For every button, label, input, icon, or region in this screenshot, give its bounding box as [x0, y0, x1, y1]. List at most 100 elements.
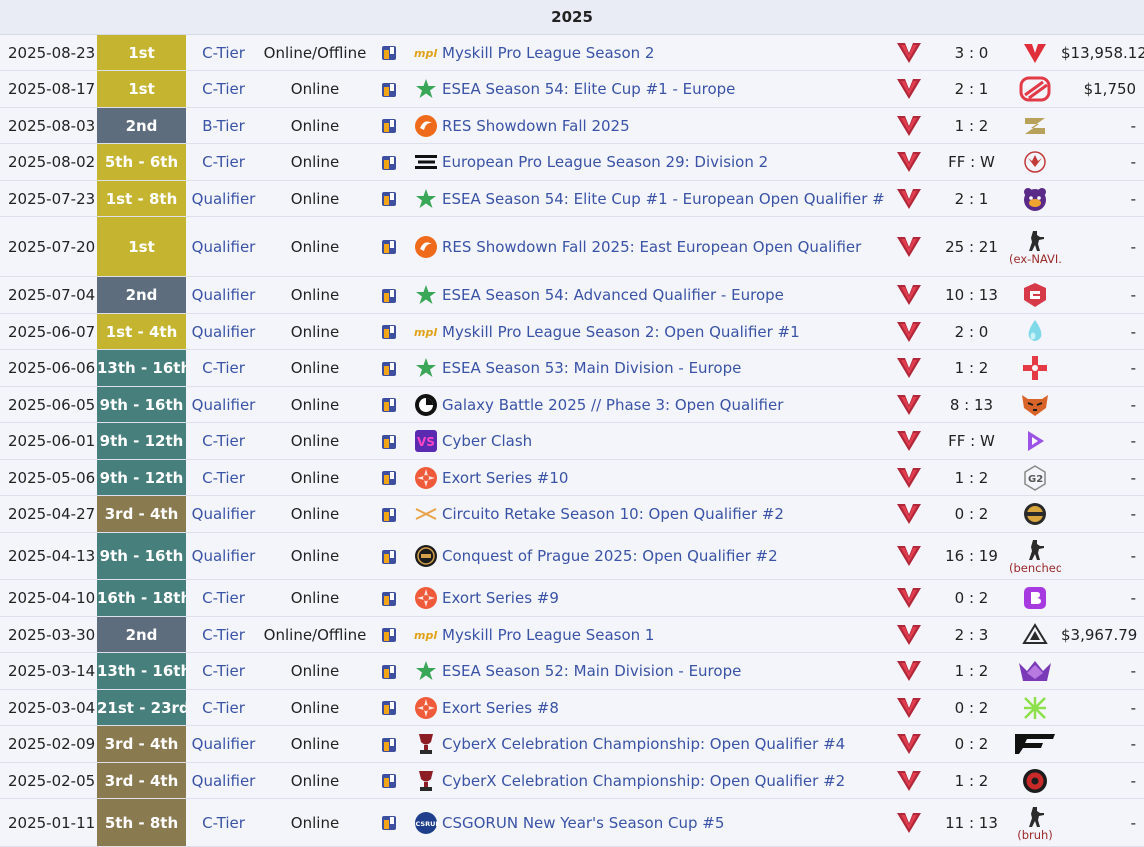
tier-link[interactable]: Qualifier	[191, 237, 256, 256]
tier-link[interactable]: C-Tier	[202, 43, 245, 62]
tournament-link[interactable]: RES Showdown Fall 2025: East European Op…	[442, 237, 862, 256]
crown-logo-icon[interactable]	[1009, 659, 1061, 683]
tier-link[interactable]: Qualifier	[191, 286, 256, 304]
team-v-logo-icon[interactable]	[884, 544, 934, 568]
tier-link[interactable]: Qualifier	[191, 735, 256, 753]
team-v-logo-icon[interactable]	[884, 769, 934, 793]
cyberx-tournament-icon[interactable]	[409, 769, 442, 793]
vs-tournament-icon[interactable]: VS	[409, 429, 442, 453]
tournament-link[interactable]: RES Showdown Fall 2025	[442, 116, 630, 135]
tournament-link[interactable]: CyberX Celebration Championship: Open Qu…	[442, 771, 846, 790]
csgorun-tournament-icon[interactable]: CSRUN	[409, 811, 442, 835]
counter-strike-game-icon[interactable]	[381, 191, 397, 207]
tournament-link[interactable]: Myskill Pro League Season 2: Open Qualif…	[442, 322, 800, 341]
esea-tournament-icon[interactable]	[409, 660, 442, 682]
b-logo-icon[interactable]	[1009, 586, 1061, 610]
team-v-logo-icon[interactable]	[884, 235, 934, 259]
g2-logo-icon[interactable]: G2	[1009, 464, 1061, 491]
badge-logo-icon[interactable]	[1009, 501, 1061, 527]
tournament-link[interactable]: Circuito Retake Season 10: Open Qualifie…	[442, 505, 784, 523]
counter-strike-game-icon[interactable]	[381, 627, 397, 643]
counter-strike-game-icon[interactable]	[381, 773, 397, 789]
tier-link[interactable]: C-Tier	[202, 662, 245, 680]
tournament-link[interactable]: European Pro League Season 29: Division …	[442, 153, 769, 171]
shield-red-logo-icon[interactable]	[1009, 282, 1061, 308]
tier-link[interactable]: B-Tier	[202, 116, 245, 135]
tiger-logo-icon[interactable]	[1009, 392, 1061, 418]
team-v-logo-icon[interactable]	[884, 732, 934, 756]
prague-tournament-icon[interactable]	[409, 544, 442, 568]
soldier-logo-icon[interactable]	[1009, 805, 1061, 829]
team-v-logo-icon[interactable]	[884, 623, 934, 647]
counter-strike-game-icon[interactable]	[381, 45, 397, 61]
soldier-logo-icon[interactable]	[1009, 538, 1061, 562]
tier-link[interactable]: C-Tier	[202, 153, 245, 171]
counter-strike-game-icon[interactable]	[381, 737, 397, 753]
tournament-link[interactable]: CyberX Celebration Championship: Open Qu…	[442, 735, 846, 753]
tournament-link[interactable]: Exort Series #9	[442, 589, 559, 607]
tier-link[interactable]: Qualifier	[191, 189, 256, 208]
team-v-logo-icon[interactable]	[884, 77, 934, 101]
faze-logo-icon[interactable]	[1009, 732, 1061, 756]
tournament-link[interactable]: ESEA Season 54: Elite Cup #1 - Europe	[442, 80, 736, 98]
cyberx-tournament-icon[interactable]	[409, 732, 442, 756]
esea-tournament-icon[interactable]	[409, 284, 442, 306]
counter-strike-game-icon[interactable]	[381, 361, 397, 377]
tournament-link[interactable]: Conquest of Prague 2025: Open Qualifier …	[442, 547, 778, 565]
circle-red-logo-icon[interactable]	[1009, 768, 1061, 794]
counter-strike-game-icon[interactable]	[381, 700, 397, 716]
mpl-tournament-icon[interactable]: mpl	[409, 324, 442, 340]
team-v-logo-icon[interactable]	[884, 114, 934, 138]
fox-logo-icon[interactable]	[1009, 149, 1061, 175]
tier-link[interactable]: C-Tier	[202, 359, 245, 377]
counter-strike-game-icon[interactable]	[381, 118, 397, 134]
tier-link[interactable]: C-Tier	[202, 589, 245, 607]
tournament-link[interactable]: Myskill Pro League Season 1	[442, 625, 655, 644]
play-logo-icon[interactable]	[1009, 429, 1061, 453]
tournament-link[interactable]: Galaxy Battle 2025 // Phase 3: Open Qual…	[442, 395, 784, 414]
res-tournament-icon[interactable]	[409, 114, 442, 138]
counter-strike-game-icon[interactable]	[381, 507, 397, 523]
tournament-link[interactable]: Cyber Clash	[442, 432, 533, 450]
tier-link[interactable]: C-Tier	[202, 432, 245, 450]
epl-tournament-icon[interactable]	[409, 154, 442, 170]
team-v-logo-icon[interactable]	[884, 320, 934, 344]
team-v-logo-icon[interactable]	[884, 502, 934, 526]
team-v-logo-icon[interactable]	[884, 429, 934, 453]
team-v-logo-icon[interactable]	[884, 187, 934, 211]
exort-tournament-icon[interactable]	[409, 696, 442, 720]
mesh-logo-icon[interactable]	[1009, 696, 1061, 720]
counter-strike-game-icon[interactable]	[381, 239, 397, 255]
team-v-logo-icon[interactable]	[884, 659, 934, 683]
counter-strike-game-icon[interactable]	[381, 155, 397, 171]
exort-tournament-icon[interactable]	[409, 586, 442, 610]
drop-logo-icon[interactable]	[1009, 319, 1061, 345]
team-v-logo-icon[interactable]	[884, 586, 934, 610]
tournament-link[interactable]: Exort Series #8	[442, 698, 559, 717]
team-v-logo-icon[interactable]	[884, 466, 934, 490]
esea-tournament-icon[interactable]	[409, 188, 442, 210]
counter-strike-game-icon[interactable]	[381, 591, 397, 607]
mpl-tournament-icon[interactable]: mpl	[409, 627, 442, 643]
tier-link[interactable]: Qualifier	[191, 505, 256, 523]
team-v-logo-icon[interactable]	[884, 696, 934, 720]
team-v-logo-icon[interactable]	[884, 393, 934, 417]
tier-link[interactable]: C-Tier	[202, 625, 245, 644]
tier-link[interactable]: Qualifier	[191, 547, 256, 565]
team-v-logo-icon[interactable]	[884, 356, 934, 380]
galaxy-tournament-icon[interactable]	[409, 393, 442, 417]
counter-strike-game-icon[interactable]	[381, 664, 397, 680]
esea-tournament-icon[interactable]	[409, 357, 442, 379]
counter-strike-game-icon[interactable]	[381, 434, 397, 450]
counter-strike-game-icon[interactable]	[381, 549, 397, 565]
retake-tournament-icon[interactable]	[409, 506, 442, 522]
mountain-logo-icon[interactable]	[1009, 622, 1061, 647]
tier-link[interactable]: C-Tier	[202, 813, 245, 832]
team-v-logo-icon[interactable]	[884, 41, 934, 65]
v-logo-icon[interactable]	[1009, 41, 1061, 65]
counter-strike-game-icon[interactable]	[381, 82, 397, 98]
tier-link[interactable]: Qualifier	[191, 771, 256, 790]
esea-tournament-icon[interactable]	[409, 78, 442, 100]
cross-logo-icon[interactable]	[1009, 355, 1061, 381]
tournament-link[interactable]: ESEA Season 52: Main Division - Europe	[442, 662, 742, 680]
